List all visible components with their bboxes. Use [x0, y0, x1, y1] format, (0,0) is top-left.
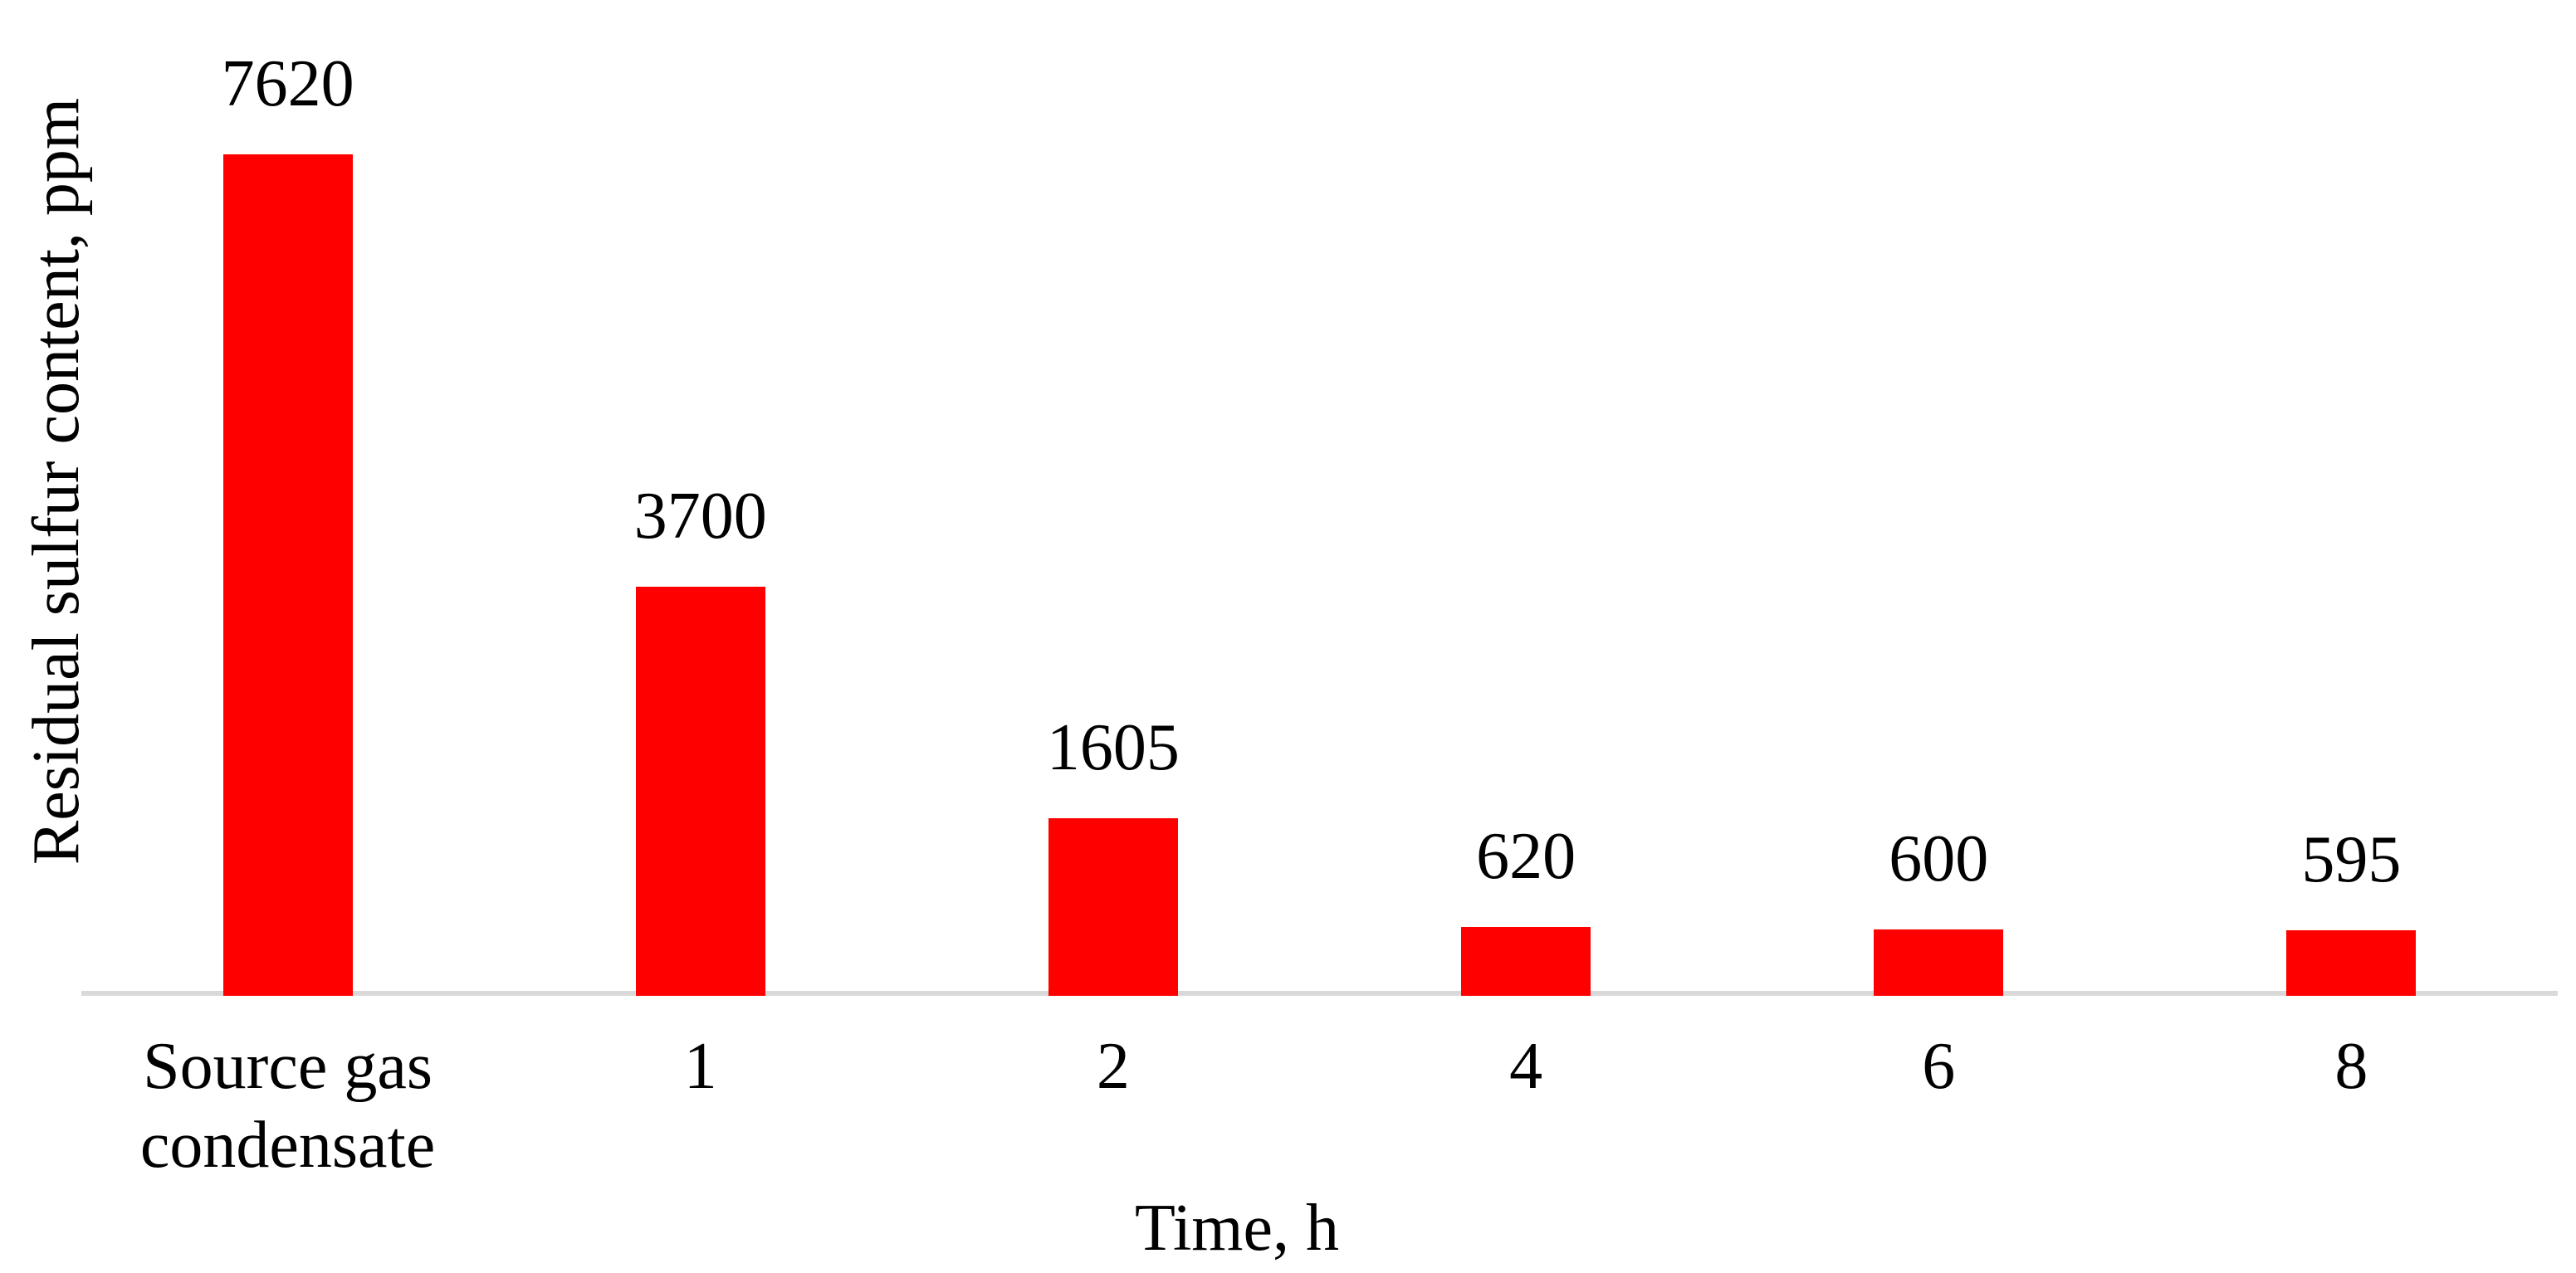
bar-value-label: 595 [2301, 822, 2402, 896]
bar [2286, 929, 2417, 996]
bar-value-label: 7620 [221, 46, 354, 120]
x-tick-label: 1 [683, 1030, 717, 1103]
x-tick-label: 2 [1096, 1030, 1130, 1103]
bar-value-label: 3700 [633, 480, 767, 554]
x-axis-line [81, 991, 2558, 996]
bar [222, 154, 353, 996]
x-tick-label: 4 [1509, 1030, 1543, 1103]
bar [1048, 818, 1178, 996]
x-tick-label: 6 [1922, 1030, 1956, 1103]
bar-value-label: 600 [1889, 822, 1989, 896]
y-axis-title: Residual sulfur content, ppm [20, 97, 93, 866]
bar-value-label: 620 [1476, 820, 1576, 894]
x-axis-title: Time, h [1134, 1192, 1340, 1265]
bar [1874, 929, 2004, 996]
x-tick-label: Source gas condensate [139, 1030, 436, 1182]
x-tick-label: 8 [2334, 1030, 2368, 1103]
bar [635, 587, 765, 996]
bar-value-label: 1605 [1046, 711, 1180, 785]
bar [1461, 927, 1591, 996]
